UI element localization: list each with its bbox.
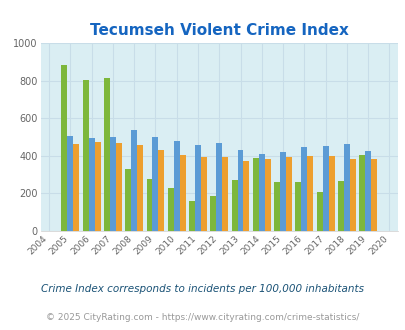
Bar <box>125 169 131 231</box>
Bar <box>210 196 216 231</box>
Bar <box>358 155 364 231</box>
Text: Crime Index corresponds to incidents per 100,000 inhabitants: Crime Index corresponds to incidents per… <box>41 284 364 294</box>
Bar <box>258 154 264 231</box>
Bar <box>83 80 88 231</box>
Bar <box>73 144 79 231</box>
Bar <box>307 156 313 231</box>
Bar <box>316 192 322 231</box>
Bar <box>158 150 164 231</box>
Bar <box>110 137 115 231</box>
Bar <box>273 182 279 231</box>
Bar <box>167 188 173 231</box>
Bar <box>337 181 343 231</box>
Bar <box>370 159 376 231</box>
Bar <box>343 145 349 231</box>
Bar <box>152 137 158 231</box>
Bar <box>301 147 307 231</box>
Bar <box>173 141 179 231</box>
Bar <box>104 78 110 231</box>
Bar <box>179 155 185 231</box>
Bar <box>364 151 370 231</box>
Bar <box>231 180 237 231</box>
Bar <box>131 130 137 231</box>
Bar <box>115 143 122 231</box>
Bar <box>194 146 200 231</box>
Bar <box>137 146 143 231</box>
Bar <box>216 143 222 231</box>
Bar <box>61 65 67 231</box>
Bar <box>328 156 334 231</box>
Bar <box>243 161 249 231</box>
Bar <box>222 157 228 231</box>
Bar <box>88 138 94 231</box>
Bar <box>252 158 258 231</box>
Bar <box>200 157 207 231</box>
Bar <box>67 136 73 231</box>
Bar <box>146 179 152 231</box>
Bar <box>189 201 194 231</box>
Bar <box>349 159 355 231</box>
Bar <box>237 150 243 231</box>
Title: Tecumseh Violent Crime Index: Tecumseh Violent Crime Index <box>90 22 348 38</box>
Bar <box>295 182 301 231</box>
Bar <box>264 159 270 231</box>
Bar <box>279 151 285 231</box>
Bar <box>94 142 100 231</box>
Bar <box>285 157 291 231</box>
Bar <box>322 146 328 231</box>
Text: © 2025 CityRating.com - https://www.cityrating.com/crime-statistics/: © 2025 CityRating.com - https://www.city… <box>46 313 359 322</box>
